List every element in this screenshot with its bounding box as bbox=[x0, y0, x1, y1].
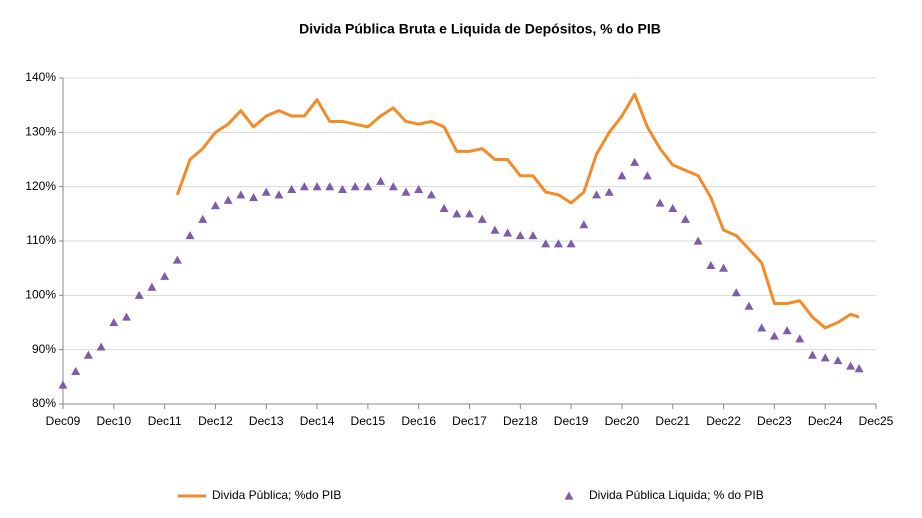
point bbox=[287, 184, 297, 193]
point bbox=[541, 239, 551, 248]
line-series bbox=[175, 92, 860, 330]
point bbox=[642, 171, 652, 180]
point bbox=[198, 214, 208, 223]
y-tick-label: 100% bbox=[25, 288, 56, 302]
point bbox=[503, 228, 513, 237]
point bbox=[655, 198, 665, 207]
point bbox=[350, 182, 360, 191]
point bbox=[592, 190, 602, 199]
point bbox=[122, 312, 132, 321]
point bbox=[515, 231, 525, 240]
point bbox=[782, 326, 792, 335]
point bbox=[706, 260, 716, 270]
x-tick-label: Dec20 bbox=[605, 414, 640, 428]
point bbox=[312, 182, 322, 191]
point bbox=[109, 318, 119, 327]
point bbox=[833, 356, 843, 365]
x-tick-label: Dec25 bbox=[859, 414, 894, 428]
point bbox=[452, 209, 462, 218]
point bbox=[83, 350, 93, 359]
point bbox=[846, 361, 856, 370]
point bbox=[96, 342, 106, 351]
point bbox=[223, 195, 233, 204]
point bbox=[388, 182, 398, 191]
x-tick-label: Dez18 bbox=[503, 414, 538, 428]
point bbox=[426, 190, 436, 199]
point bbox=[566, 239, 576, 248]
y-tick-label: 130% bbox=[25, 125, 56, 139]
point bbox=[553, 239, 563, 248]
point bbox=[236, 190, 246, 199]
x-tick-label: Dec15 bbox=[351, 414, 386, 428]
x-tick-label: Dec19 bbox=[554, 414, 589, 428]
point bbox=[630, 157, 640, 166]
point bbox=[731, 288, 741, 297]
y-tick-label: 90% bbox=[32, 342, 56, 356]
legend-swatch bbox=[564, 491, 574, 500]
legend-label: Divida Pública Liquida; % do PIB bbox=[589, 488, 764, 502]
x-tick-label: Dec11 bbox=[148, 414, 182, 428]
x-tick-label: Dec14 bbox=[300, 414, 335, 428]
x-tick-label: Dec16 bbox=[401, 414, 436, 428]
point bbox=[617, 171, 627, 180]
point bbox=[134, 290, 144, 299]
point bbox=[58, 380, 68, 389]
point bbox=[401, 187, 411, 196]
point bbox=[71, 366, 81, 375]
point bbox=[274, 190, 284, 199]
chart-title: Divida Pública Bruta e Liquida de Depósi… bbox=[299, 21, 661, 37]
point bbox=[261, 187, 271, 196]
x-tick-label: Dec10 bbox=[96, 414, 131, 428]
point bbox=[579, 220, 589, 229]
point bbox=[465, 209, 474, 218]
y-tick-label: 110% bbox=[26, 233, 56, 247]
x-tick-label: Dec24 bbox=[808, 414, 843, 428]
point bbox=[477, 214, 487, 223]
x-tick-label: Dec12 bbox=[198, 414, 233, 428]
point bbox=[795, 334, 805, 343]
point bbox=[249, 193, 259, 202]
point bbox=[337, 184, 347, 193]
x-tick-label: Dec13 bbox=[249, 414, 284, 428]
point bbox=[807, 350, 817, 359]
y-tick-label: 140% bbox=[25, 70, 56, 84]
point bbox=[172, 255, 182, 264]
point bbox=[854, 364, 864, 373]
legend-label: Divida Pública; %do PIB bbox=[212, 488, 341, 502]
point bbox=[210, 201, 220, 210]
point bbox=[147, 282, 157, 291]
point bbox=[719, 263, 729, 272]
point bbox=[490, 225, 500, 234]
x-tick-label: Dec17 bbox=[452, 414, 487, 428]
point bbox=[769, 331, 779, 340]
y-tick-label: 80% bbox=[32, 396, 56, 410]
point bbox=[528, 231, 538, 240]
x-tick-label: Dec23 bbox=[757, 414, 792, 428]
x-tick-label: Dec21 bbox=[655, 414, 690, 428]
point bbox=[414, 184, 424, 193]
point bbox=[604, 187, 614, 196]
point bbox=[299, 182, 309, 191]
point bbox=[376, 176, 386, 185]
point bbox=[820, 353, 830, 362]
x-tick-label: Dec22 bbox=[706, 414, 741, 428]
point bbox=[693, 236, 703, 245]
y-tick-label: 120% bbox=[25, 179, 56, 193]
x-tick-label: Dec09 bbox=[46, 414, 81, 428]
point bbox=[757, 323, 767, 332]
point bbox=[363, 182, 373, 191]
point bbox=[160, 271, 170, 280]
point bbox=[668, 203, 678, 212]
point bbox=[680, 214, 690, 223]
point bbox=[744, 301, 754, 310]
point bbox=[325, 182, 335, 191]
point bbox=[185, 231, 195, 240]
point bbox=[439, 203, 449, 212]
